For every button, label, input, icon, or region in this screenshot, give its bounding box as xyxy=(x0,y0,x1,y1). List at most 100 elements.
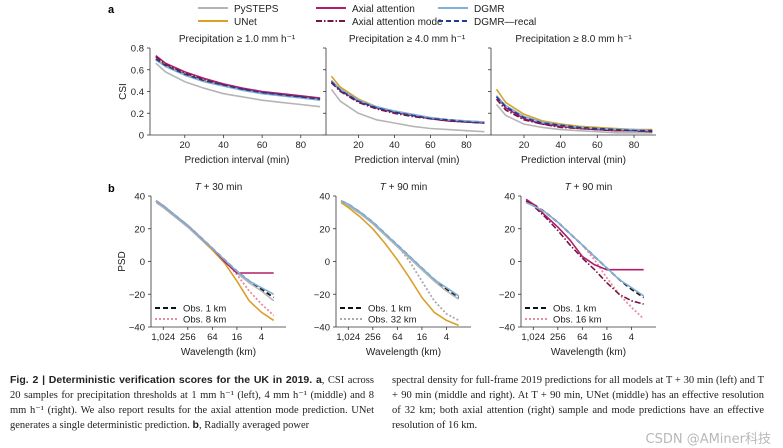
x-axis-label: Prediction interval (min) xyxy=(354,155,459,166)
caption-left-text-2: , Radially averaged power xyxy=(198,420,310,431)
caption-left-bold-b: b xyxy=(192,419,199,431)
series-line-axial-attention xyxy=(155,54,321,99)
series-line-dgmr-recal xyxy=(155,58,321,100)
y-tick-label: 40 xyxy=(134,192,145,203)
x-tick-label: 20 xyxy=(519,140,530,151)
x-tick-label: 16 xyxy=(602,332,613,343)
series-line-unet xyxy=(340,201,460,327)
obs-legend-label-obs-1-km: Obs. 1 km xyxy=(553,304,596,315)
x-tick-label: 80 xyxy=(461,140,472,151)
y-tick-label: 0.4 xyxy=(131,87,144,98)
chart-title: T + 30 min xyxy=(195,182,243,193)
series-line-dgmr xyxy=(525,201,645,297)
obs-legend-label-obs-1-km: Obs. 1 km xyxy=(183,304,226,315)
chart-csi-4mm: 20 40 60 80 Precipitation ≥ 4.0 mm h⁻¹ Predic… xyxy=(323,34,488,166)
legend-label-unet: UNet xyxy=(234,17,257,28)
y-tick-label: −40 xyxy=(499,323,515,334)
y-tick-label: 20 xyxy=(134,224,145,235)
y-tick-label: 40 xyxy=(319,192,330,203)
x-axis-label: Wavelength (km) xyxy=(181,347,256,358)
series-line-obs-8-km xyxy=(155,200,275,317)
x-tick-label: 20 xyxy=(180,140,191,151)
chart-psd-90-axial: −40 −20 0 20 40 1,024 256 64 16 4 T + 90 min Wavele… xyxy=(499,182,656,358)
series-line-dgmr xyxy=(330,80,485,123)
caption-left-text: , CSI across 20 samples for precipitatio… xyxy=(10,375,374,431)
series-line-dgmr xyxy=(155,200,275,296)
series-line-axial-attention-mode xyxy=(495,98,653,133)
series-line-axial-attention xyxy=(330,80,485,124)
x-tick-label: 80 xyxy=(629,140,640,151)
chart-title: Precipitation ≥ 8.0 mm h⁻¹ xyxy=(515,34,632,45)
caption-right-text: spectral density for full-frame 2019 pre… xyxy=(392,375,764,431)
series-line-pysteps xyxy=(340,201,460,300)
x-tick-label: 1,024 xyxy=(521,332,545,343)
x-tick-label: 60 xyxy=(425,140,436,151)
chart-psd-90-unet: −40 −20 0 20 40 1,024 256 64 16 4 T + 90 min Wavele… xyxy=(314,182,471,358)
panel-letter-b: b xyxy=(108,183,115,195)
chart-title: T + 90 min xyxy=(380,182,428,193)
x-tick-label: 20 xyxy=(353,140,364,151)
series-line-pysteps xyxy=(155,62,321,108)
x-tick-label: 1,024 xyxy=(336,332,360,343)
y-tick-label: 0 xyxy=(510,257,515,268)
y-tick-label: 0.8 xyxy=(131,44,144,55)
series-line-unet xyxy=(155,200,275,322)
legend: PySTEPS Axial attention DGMR UNet Axial atte… xyxy=(198,4,536,28)
chart-title: Precipitation ≥ 4.0 mm h⁻¹ xyxy=(349,34,466,45)
y-tick-label: 0 xyxy=(325,257,330,268)
obs-legend-label-obs-32-km: Obs. 32 km xyxy=(368,315,417,326)
y-tick-label: 0 xyxy=(140,257,145,268)
y-tick-label: −20 xyxy=(499,290,515,301)
series-line-dgmr xyxy=(155,59,321,101)
series-line-axial-attention-mode xyxy=(525,200,644,305)
legend-label-axial-attention: Axial attention xyxy=(352,4,415,15)
legend-label-pysteps: PySTEPS xyxy=(234,4,279,15)
chart-csi-1mm: 0 0.2 0.4 0.6 0.8 20 40 60 80 Precipitation ≥ 1.0… xyxy=(118,34,324,166)
x-axis-label: Prediction interval (min) xyxy=(184,155,289,166)
legend-label-dgmr-recal: DGMR—recal xyxy=(474,17,536,28)
x-tick-label: 64 xyxy=(392,332,403,343)
x-tick-label: 60 xyxy=(257,140,268,151)
series-line-dgmr xyxy=(340,200,460,297)
x-tick-label: 40 xyxy=(389,140,400,151)
y-tick-label: 20 xyxy=(504,224,515,235)
y-axis-label: PSD xyxy=(117,251,128,272)
x-tick-label: 64 xyxy=(207,332,218,343)
x-tick-label: 80 xyxy=(296,140,307,151)
y-tick-label: −20 xyxy=(314,290,330,301)
y-axis-label: CSI xyxy=(118,83,129,100)
x-axis-label: Wavelength (km) xyxy=(551,347,626,358)
x-tick-label: 256 xyxy=(180,332,196,343)
legend-label-dgmr: DGMR xyxy=(474,4,505,15)
y-tick-label: −20 xyxy=(129,290,145,301)
chart-psd-30: −40 −20 0 20 40 1,024 256 64 16 4 T + 30 min Wavele… xyxy=(117,182,286,358)
series-line-axial-attention xyxy=(155,200,274,274)
x-tick-label: 40 xyxy=(555,140,566,151)
x-tick-label: 40 xyxy=(218,140,229,151)
x-tick-label: 64 xyxy=(577,332,588,343)
x-tick-label: 16 xyxy=(417,332,428,343)
series-line-dgmr-recal xyxy=(495,96,653,132)
chart-title: Precipitation ≥ 1.0 mm h⁻¹ xyxy=(179,34,296,45)
series-line-dgmr-recal xyxy=(330,81,485,124)
x-tick-label: 4 xyxy=(259,332,264,343)
x-tick-label: 256 xyxy=(365,332,381,343)
series-line-axial-attention-mode xyxy=(155,56,321,100)
watermark: CSDN @AMiner科技 xyxy=(645,432,772,447)
y-tick-label: 0.2 xyxy=(131,109,144,120)
series-line-pysteps xyxy=(495,103,653,134)
caption-left: Fig. 2 | Deterministic verification scor… xyxy=(10,373,374,433)
series-line-axial-attention xyxy=(525,198,644,271)
x-tick-label: 4 xyxy=(629,332,634,343)
caption-left-bold: Fig. 2 | Deterministic verification scor… xyxy=(10,374,322,386)
chart-csi-8mm: 20 40 60 80 Precipitation ≥ 8.0 mm h⁻¹ Predic… xyxy=(488,34,656,166)
y-tick-label: 40 xyxy=(504,192,515,203)
x-tick-label: 256 xyxy=(550,332,566,343)
x-tick-label: 16 xyxy=(232,332,243,343)
x-tick-label: 1,024 xyxy=(151,332,175,343)
series-line-pysteps xyxy=(330,88,485,133)
x-axis-label: Wavelength (km) xyxy=(366,347,441,358)
obs-legend-label-obs-8-km: Obs. 8 km xyxy=(183,315,226,326)
x-tick-label: 60 xyxy=(592,140,603,151)
